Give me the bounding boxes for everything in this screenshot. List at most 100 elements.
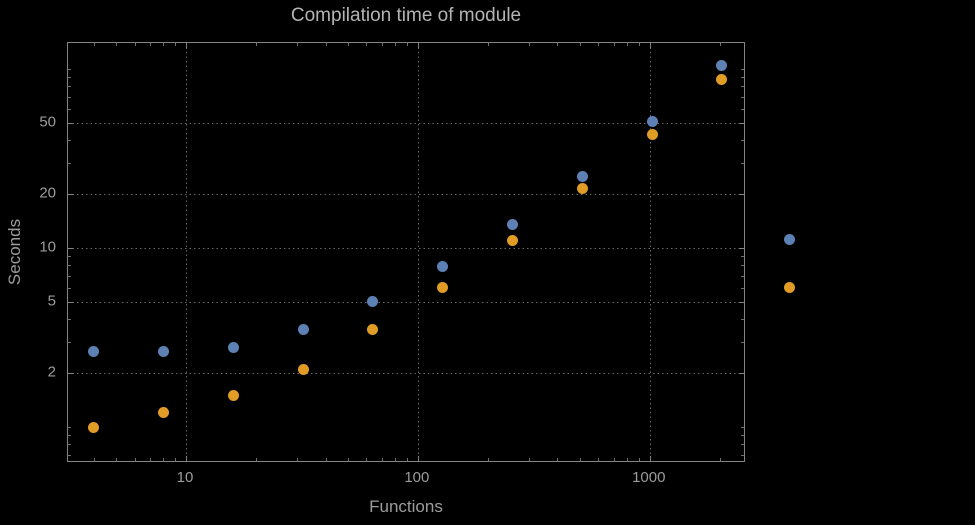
x-minor-tick xyxy=(395,458,397,461)
y-tick xyxy=(739,301,744,303)
y-minor-tick xyxy=(68,454,71,456)
y-minor-tick xyxy=(68,140,71,142)
x-axis-label: Functions xyxy=(369,497,443,516)
y-minor-tick xyxy=(68,162,71,164)
x-minor-tick xyxy=(557,458,559,461)
y-minor-tick xyxy=(68,275,71,277)
y-gridline xyxy=(68,301,744,303)
y-minor-tick xyxy=(68,96,71,98)
x-minor-tick xyxy=(719,458,721,461)
y-minor-tick xyxy=(741,275,744,277)
x-minor-tick xyxy=(116,458,118,461)
x-minor-tick xyxy=(150,458,152,461)
data-point-series-1 xyxy=(716,59,728,71)
y-minor-tick xyxy=(741,319,744,321)
data-point-series-1 xyxy=(437,260,449,272)
x-minor-tick xyxy=(150,43,152,46)
y-tick xyxy=(68,123,73,125)
x-minor-tick xyxy=(134,43,136,46)
y-minor-tick xyxy=(741,454,744,456)
x-minor-tick xyxy=(175,458,177,461)
x-minor-tick xyxy=(528,458,530,461)
x-minor-tick xyxy=(627,43,629,46)
x-tick xyxy=(417,456,419,461)
x-minor-tick xyxy=(639,43,641,46)
x-minor-tick xyxy=(719,43,721,46)
x-minor-tick xyxy=(296,458,298,461)
x-tick-label: 1000 xyxy=(632,469,666,486)
y-minor-tick xyxy=(68,427,71,429)
y-minor-tick xyxy=(741,108,744,110)
y-minor-tick xyxy=(68,86,71,88)
y-gridline xyxy=(68,123,744,125)
y-tick xyxy=(68,194,73,196)
y-tick-label: 20 xyxy=(39,184,56,202)
y-tick xyxy=(68,301,73,303)
plot-frame xyxy=(67,42,745,462)
x-gridline xyxy=(649,43,651,461)
y-minor-tick xyxy=(741,140,744,142)
y-minor-tick xyxy=(741,86,744,88)
x-minor-tick xyxy=(93,43,95,46)
x-tick xyxy=(185,456,187,461)
data-point-series-1 xyxy=(646,115,658,127)
x-minor-tick xyxy=(116,43,118,46)
x-minor-tick xyxy=(381,43,383,46)
x-gridline xyxy=(185,43,187,461)
x-minor-tick xyxy=(627,458,629,461)
y-minor-tick xyxy=(68,265,71,267)
y-tick xyxy=(739,123,744,125)
x-minor-tick xyxy=(598,43,600,46)
y-minor-tick xyxy=(741,77,744,79)
x-tick-label: 10 xyxy=(176,469,194,486)
data-point-series-2 xyxy=(576,183,588,195)
x-minor-tick xyxy=(366,43,368,46)
y-minor-tick xyxy=(741,287,744,289)
x-minor-tick xyxy=(255,43,257,46)
x-minor-tick xyxy=(366,458,368,461)
data-point-series-1 xyxy=(227,341,239,353)
data-point-series-2 xyxy=(88,421,100,433)
x-minor-tick xyxy=(325,43,327,46)
x-minor-tick xyxy=(163,43,165,46)
y-gridline xyxy=(68,248,744,250)
x-minor-tick xyxy=(557,43,559,46)
x-minor-tick xyxy=(381,458,383,461)
y-minor-tick xyxy=(68,287,71,289)
y-minor-tick xyxy=(68,319,71,321)
y-minor-tick xyxy=(68,77,71,79)
y-tick-label: 50 xyxy=(39,113,56,131)
x-tick xyxy=(649,43,651,48)
y-minor-tick xyxy=(741,435,744,437)
x-minor-tick xyxy=(325,458,327,461)
y-minor-tick xyxy=(741,427,744,429)
y-minor-tick xyxy=(68,341,71,343)
x-minor-tick xyxy=(407,458,409,461)
x-minor-tick xyxy=(163,458,165,461)
x-tick xyxy=(185,43,187,48)
y-minor-tick xyxy=(741,265,744,267)
y-minor-tick xyxy=(68,256,71,258)
y-gridline xyxy=(68,194,744,196)
y-tick xyxy=(739,373,744,375)
x-minor-tick xyxy=(348,43,350,46)
x-minor-tick xyxy=(395,43,397,46)
x-minor-tick xyxy=(639,458,641,461)
y-tick-label: 10 xyxy=(39,238,56,256)
y-tick xyxy=(739,248,744,250)
y-minor-tick xyxy=(741,69,744,71)
x-minor-tick xyxy=(613,43,615,46)
x-minor-tick xyxy=(613,458,615,461)
y-tick-label: 2 xyxy=(47,363,56,381)
y-minor-tick xyxy=(741,96,744,98)
data-point-series-1 xyxy=(507,219,519,231)
data-point-series-2 xyxy=(227,390,239,402)
data-point-series-2 xyxy=(157,407,169,419)
data-point-series-2 xyxy=(297,363,309,375)
y-minor-tick xyxy=(741,256,744,258)
y-minor-tick xyxy=(741,162,744,164)
y-tick-label: 5 xyxy=(47,292,56,310)
x-minor-tick xyxy=(134,458,136,461)
x-gridline xyxy=(417,43,419,461)
y-minor-tick xyxy=(741,444,744,446)
